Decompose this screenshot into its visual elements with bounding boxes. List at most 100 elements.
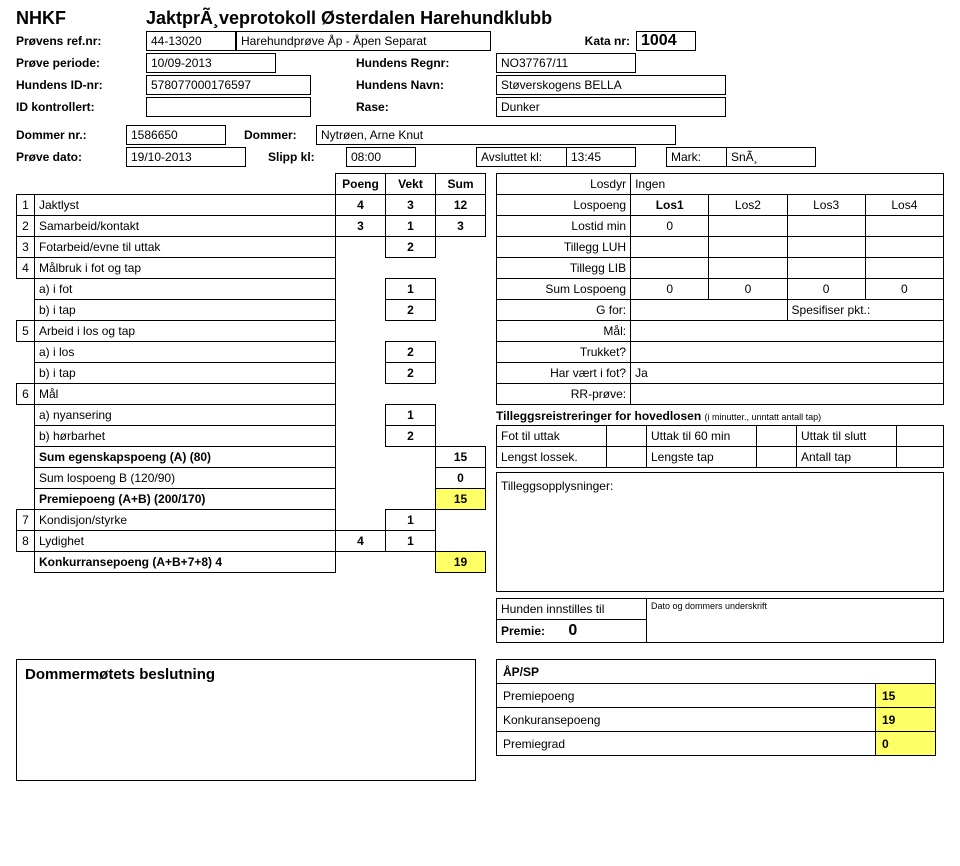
main-columns: Poeng Vekt Sum 1 Jaktlyst 4 3 12 2 Samar…	[16, 173, 944, 643]
cell	[607, 447, 647, 468]
table-row: Premiepoeng (A+B) (200/170) 15	[17, 489, 486, 510]
table-row: Hunden innstilles til Dato og dommers un…	[497, 599, 944, 620]
cell: a) nyansering	[35, 405, 336, 426]
kata-val: 1004	[636, 31, 696, 51]
cell: G for:	[497, 300, 631, 321]
h-vekt: Vekt	[386, 174, 436, 195]
navn-val: Støverskogens BELLA	[496, 75, 726, 95]
cell: Trukket?	[497, 342, 631, 363]
table-row: 3 Fotarbeid/evne til uttak 2	[17, 237, 486, 258]
cell	[787, 258, 865, 279]
cell: 1	[17, 195, 35, 216]
cell: 1	[386, 279, 436, 300]
cell: Uttak til 60 min	[647, 426, 757, 447]
idk-label: ID kontrollert:	[16, 100, 146, 114]
bottom-row: Dommermøtets beslutning ÅP/SP Premiepoen…	[16, 659, 944, 781]
cell	[709, 258, 787, 279]
cell: 0	[631, 216, 709, 237]
table-row: 4 Målbruk i fot og tap	[17, 258, 486, 279]
top-row-4: ID kontrollert: Rase: Dunker	[16, 97, 944, 117]
table-row: Har vært i fot? Ja	[497, 363, 944, 384]
cell: Samarbeid/kontakt	[35, 216, 336, 237]
cell: 1	[386, 405, 436, 426]
table-row: Tillegg LIB	[497, 258, 944, 279]
cell: 2	[386, 237, 436, 258]
h-poeng: Poeng	[336, 174, 386, 195]
premie-val: 0	[568, 622, 577, 639]
table-row: Lengst lossek. Lengste tap Antall tap	[497, 447, 944, 468]
table-row: Trukket?	[497, 342, 944, 363]
tillegg-header-row: Tilleggsreistreringer for hovedlosen (i …	[496, 409, 944, 423]
periode-val: 10/09-2013	[146, 53, 276, 73]
cell: 15	[436, 447, 486, 468]
table-row: b) i tap 2	[17, 300, 486, 321]
table-row: Sum lospoeng B (120/90) 0	[17, 468, 486, 489]
premie-cell: Premie: 0	[497, 620, 647, 643]
cell: 7	[17, 510, 35, 531]
table-row: RR-prøve:	[497, 384, 944, 405]
table-row: 2 Samarbeid/kontakt 3 1 3	[17, 216, 486, 237]
top-row-3: Hundens ID-nr: 578077000176597 Hundens N…	[16, 75, 944, 95]
tillegg-note: (i minutter., unntatt antall tap)	[705, 412, 822, 422]
cell: 19	[876, 708, 936, 732]
cell: Antall tap	[797, 447, 897, 468]
summary-box: ÅP/SP Premiepoeng 15 Konkuransepoeng 19 …	[496, 659, 936, 781]
cell: 2	[17, 216, 35, 237]
cell: 2	[386, 363, 436, 384]
tilleggsopp-box: Tilleggsopplysninger:	[496, 472, 944, 592]
cell: Jaktlyst	[35, 195, 336, 216]
cell: 2	[386, 300, 436, 321]
regnr-label: Hundens Regnr:	[316, 56, 496, 70]
cell: 4	[336, 195, 386, 216]
cell: Spesifiser pkt.:	[787, 300, 943, 321]
top-row-1: Prøvens ref.nr: 44-13020 Harehundprøve Å…	[16, 31, 944, 51]
cell: a) i los	[35, 342, 336, 363]
cell: b) i tap	[35, 363, 336, 384]
rase-label: Rase:	[316, 100, 496, 114]
cell	[631, 384, 944, 405]
tillegg-table: Fot til uttak Uttak til 60 min Uttak til…	[496, 425, 944, 468]
table-row: Premiegrad 0	[497, 732, 936, 756]
cell	[631, 300, 787, 321]
page-title: JaktprÃ¸veprotokoll Østerdalen Harehundk…	[146, 8, 552, 29]
cell: Arbeid i los og tap	[35, 321, 336, 342]
premie-label: Premie:	[501, 624, 545, 638]
regnr-val: NO37767/11	[496, 53, 636, 73]
cell: 19	[436, 552, 486, 573]
cell	[709, 216, 787, 237]
cell: 0	[436, 468, 486, 489]
cell: Lengst lossek.	[497, 447, 607, 468]
cell: 2	[386, 426, 436, 447]
cell	[787, 216, 865, 237]
cell: 15	[876, 684, 936, 708]
table-row: 1 Jaktlyst 4 3 12	[17, 195, 486, 216]
cell: 4	[336, 531, 386, 552]
cell: 8	[17, 531, 35, 552]
idk-val	[146, 97, 311, 117]
idnr-label: Hundens ID-nr:	[16, 78, 146, 92]
cell	[897, 426, 944, 447]
cell	[631, 321, 944, 342]
periode-label: Prøve periode:	[16, 56, 146, 70]
cell: ÅP/SP	[497, 660, 936, 684]
cell: 15	[436, 489, 486, 510]
table-row: Fot til uttak Uttak til 60 min Uttak til…	[497, 426, 944, 447]
table-row: a) i los 2	[17, 342, 486, 363]
table-row: Lospoeng Los1 Los2 Los3 Los4	[497, 195, 944, 216]
cell: Los1	[631, 195, 709, 216]
slipp-row: Prøve dato: 19/10-2013 Slipp kl: 08:00 A…	[16, 147, 944, 167]
right-col: Losdyr Ingen Lospoeng Los1 Los2 Los3 Los…	[496, 173, 944, 643]
dato-val: 19/10-2013	[126, 147, 246, 167]
ref-label: Prøvens ref.nr:	[16, 34, 146, 48]
dommer-val: Nytrøen, Arne Knut	[316, 125, 676, 145]
cell	[631, 342, 944, 363]
cell: Tillegg LUH	[497, 237, 631, 258]
cell	[607, 426, 647, 447]
cell	[631, 237, 709, 258]
cell: Lospoeng	[497, 195, 631, 216]
table-row: b) i tap 2	[17, 363, 486, 384]
idnr-val: 578077000176597	[146, 75, 311, 95]
cell: Tillegg LIB	[497, 258, 631, 279]
tilleggsopp-label: Tilleggsopplysninger:	[501, 477, 939, 495]
left-col: Poeng Vekt Sum 1 Jaktlyst 4 3 12 2 Samar…	[16, 173, 486, 643]
